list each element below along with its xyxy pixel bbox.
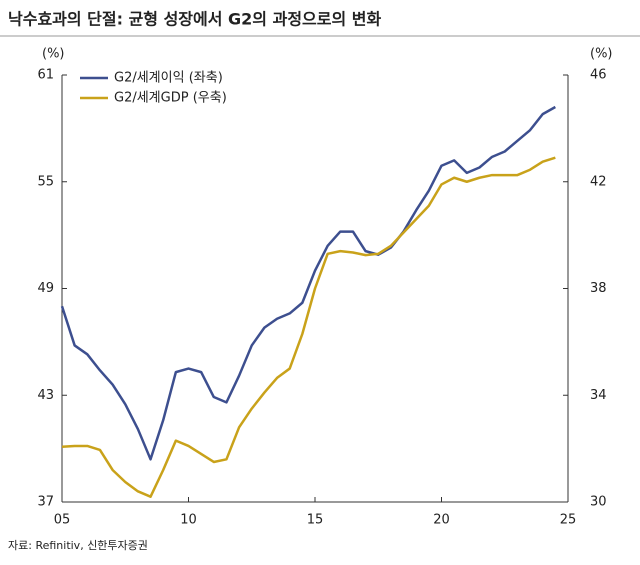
y2-tick-label: 30: [590, 495, 607, 510]
x-tick-label: 20: [433, 513, 450, 528]
x-tick-label: 10: [180, 513, 197, 528]
y-tick-label: 61: [37, 68, 54, 83]
y-axis-label: (%): [42, 47, 65, 62]
y-tick-label: 55: [37, 174, 54, 189]
legend-label: G2/세계이익 (좌축): [114, 71, 223, 86]
series-line: [60, 105, 556, 461]
y-tick-label: 49: [37, 281, 54, 296]
y2-axis-label: (%): [590, 47, 613, 62]
series-line: [61, 156, 556, 498]
x-tick-label: 15: [307, 513, 324, 528]
y2-tick-label: 46: [590, 68, 607, 83]
y-tick-label: 43: [37, 388, 54, 403]
y2-tick-label: 34: [590, 388, 607, 403]
y2-tick-label: 42: [590, 174, 607, 189]
x-tick-label: 05: [54, 513, 71, 528]
chart-title: 낙수효과의 단절: 균형 성장에서 G2의 과정으로의 변화: [8, 10, 381, 29]
legend-label: G2/세계GDP (우축): [114, 91, 227, 106]
source: 자료: Refinitiv, 신한투자증권: [8, 539, 148, 552]
y-tick-label: 37: [37, 495, 54, 510]
y2-tick-label: 38: [590, 281, 607, 296]
x-tick-label: 25: [560, 513, 577, 528]
